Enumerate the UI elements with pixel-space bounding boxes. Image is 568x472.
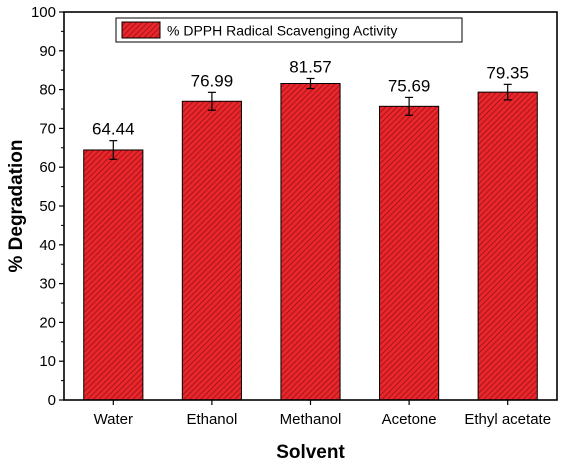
data-label-4: 79.35 xyxy=(486,63,529,82)
y-tick-label-8: 80 xyxy=(39,82,56,99)
x-axis-title: Solvent xyxy=(276,442,345,463)
bar-4 xyxy=(477,91,538,401)
x-tick-label-1: Ethanol xyxy=(186,411,237,428)
legend: % DPPH Radical Scavenging Activity xyxy=(115,17,463,43)
bar-3 xyxy=(379,105,440,401)
y-tick-label-2: 20 xyxy=(39,314,56,331)
legend-label: % DPPH Radical Scavenging Activity xyxy=(167,23,397,39)
legend-swatch xyxy=(121,21,161,39)
y-tick-label-0: 0 xyxy=(48,392,56,409)
y-axis-title: % Degradation xyxy=(6,139,27,272)
bar-1 xyxy=(181,100,242,401)
data-label-1: 76.99 xyxy=(191,71,234,90)
x-tick-label-0: Water xyxy=(94,411,133,428)
y-tick-label-4: 40 xyxy=(39,237,56,254)
y-tick-label-9: 90 xyxy=(39,43,56,60)
data-label-0: 64.44 xyxy=(92,120,135,139)
bar-0 xyxy=(83,149,144,401)
y-tick-label-1: 10 xyxy=(39,353,56,370)
y-tick-label-5: 50 xyxy=(39,198,56,215)
bar-2 xyxy=(280,83,341,401)
legend-box xyxy=(115,17,463,43)
x-tick-label-2: Methanol xyxy=(280,411,342,428)
data-label-2: 81.57 xyxy=(289,57,332,76)
data-label-3: 75.69 xyxy=(388,76,431,95)
x-tick-label-4: Ethyl acetate xyxy=(464,411,551,428)
y-tick-label-6: 60 xyxy=(39,159,56,176)
x-tick-label-3: Acetone xyxy=(382,411,437,428)
y-tick-label-7: 70 xyxy=(39,120,56,137)
y-tick-label-10: 100 xyxy=(31,4,56,21)
y-tick-label-3: 30 xyxy=(39,276,56,293)
